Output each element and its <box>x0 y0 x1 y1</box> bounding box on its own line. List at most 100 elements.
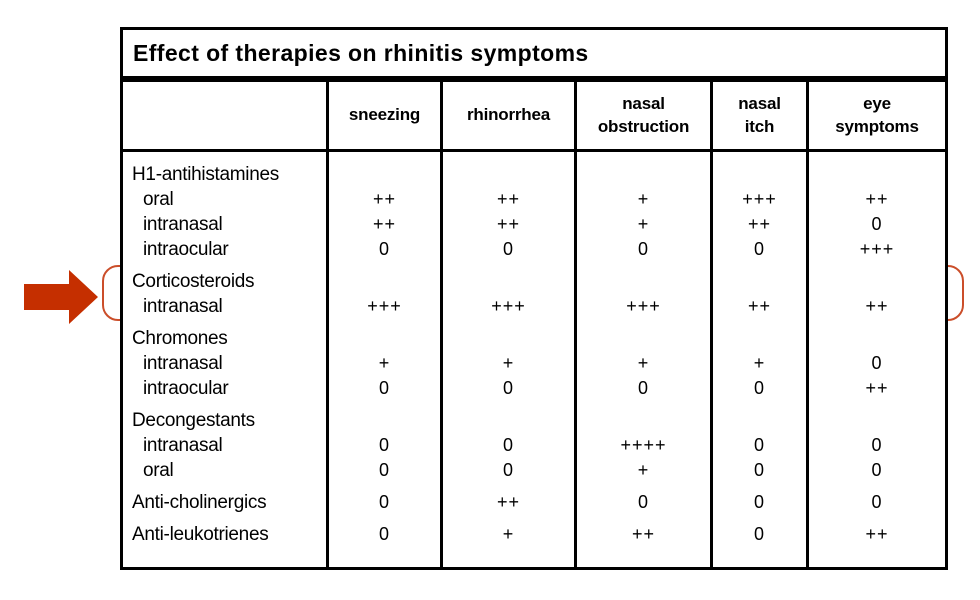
rating-cell <box>713 408 806 433</box>
therapy-route-label: intranasal <box>143 352 223 374</box>
rating-cell <box>443 408 574 433</box>
rating-cell: ++ <box>865 378 889 398</box>
rating-cell: 0 <box>378 435 390 455</box>
table-body: H1-antihistamines oral intranasal intraocul… <box>123 152 945 570</box>
rating-cell: 0 <box>502 378 514 398</box>
rating-cell <box>443 326 574 351</box>
therapy-group-label: H1-antihistamines <box>132 163 279 185</box>
rating-cell: + <box>637 189 650 209</box>
rating-cell: ++ <box>631 524 656 544</box>
rating-cell: 0 <box>871 353 883 373</box>
rating-cell <box>329 326 440 351</box>
rating-column: + +0 +++ +0 ++++ +0 ++ <box>574 152 710 570</box>
pointer-arrow-icon <box>24 270 98 324</box>
rating-cell: 0 <box>378 378 390 398</box>
rating-cell: 0 <box>753 378 765 398</box>
rating-cell: ++ <box>747 296 772 316</box>
rating-cell <box>809 269 945 294</box>
therapy-route-label: oral <box>143 459 174 481</box>
rating-cell: +++ <box>367 296 402 316</box>
rating-cell <box>577 269 710 294</box>
rating-column: +++ ++ 0 ++ +0 0 0 0 0 <box>710 152 806 570</box>
rating-cell: 0 <box>637 378 649 398</box>
rating-cell: ++ <box>747 214 772 234</box>
therapy-route-label: intranasal <box>143 295 223 317</box>
rating-cell: +++ <box>491 296 526 316</box>
rating-cell: +++ <box>742 189 777 209</box>
rating-cell <box>443 269 574 294</box>
rating-cell: + <box>637 460 650 480</box>
rating-cell: ++ <box>496 214 521 234</box>
rating-cell: 0 <box>753 492 765 512</box>
rating-cell: +++ <box>859 239 895 259</box>
rating-cell: 0 <box>637 239 649 259</box>
therapy-route-label: intranasal <box>143 434 223 456</box>
therapy-group-label: Chromones <box>132 327 228 349</box>
rating-column: ++ 0 +++ ++ 0 ++ 0 0 0 ++ <box>806 152 945 570</box>
therapy-route-label: intranasal <box>143 213 223 235</box>
rating-cell: ++ <box>372 189 397 209</box>
rating-cell: +++ <box>626 296 661 316</box>
rating-cell: 0 <box>637 492 649 512</box>
rating-column: ++ ++ 0 +++ +0 0 0 ++ + <box>440 152 574 570</box>
rating-cell <box>443 162 574 187</box>
therapy-route-label: intraocular <box>143 377 229 399</box>
rating-cell: + <box>753 353 766 373</box>
rating-cell: 0 <box>753 524 765 544</box>
rating-cell: ++ <box>865 524 889 544</box>
header-rhinorrhea: rhinorrhea <box>440 82 574 149</box>
rating-cell: 0 <box>378 492 390 512</box>
therapy-effects-table: Effect of therapies on rhinitis symptoms… <box>120 27 948 570</box>
rating-cell <box>577 408 710 433</box>
rating-cell <box>809 326 945 351</box>
rating-cell: ++ <box>496 189 521 209</box>
rating-cell <box>713 326 806 351</box>
header-nasal-itch: nasal itch <box>710 82 806 149</box>
rating-cell: ++ <box>865 296 889 316</box>
rating-cell: 0 <box>378 460 390 480</box>
rating-column: ++ ++ 0 +++ +0 0 0 0 0 <box>326 152 440 570</box>
rating-cell: 0 <box>378 239 390 259</box>
rating-cell: 0 <box>871 214 883 234</box>
rating-cell <box>809 408 945 433</box>
rating-cell: 0 <box>753 239 765 259</box>
header-eye-symptoms: eye symptoms <box>806 82 945 149</box>
rating-cell: 0 <box>871 492 883 512</box>
rating-cell: 0 <box>502 435 514 455</box>
therapy-route-label: intraocular <box>143 238 229 260</box>
header-nasal-obstruction: nasal obstruction <box>574 82 710 149</box>
therapy-group-label: Anti-cholinergics <box>132 491 267 513</box>
rating-cell: 0 <box>502 239 514 259</box>
rating-cell: + <box>502 524 515 544</box>
rating-cell <box>713 162 806 187</box>
therapy-column: H1-antihistamines oral intranasal intraocul… <box>123 152 326 570</box>
rating-cell: + <box>502 353 515 373</box>
rating-cell: + <box>637 353 650 373</box>
rating-cell <box>577 326 710 351</box>
rating-cell: + <box>637 214 650 234</box>
therapy-group-label: Anti-leukotrienes <box>132 523 269 545</box>
table-header: sneezing rhinorrhea nasal obstruction na… <box>123 82 945 152</box>
therapy-route-label: oral <box>143 188 174 210</box>
rating-cell <box>577 162 710 187</box>
rating-cell: 0 <box>753 435 765 455</box>
rating-cell: 0 <box>502 460 514 480</box>
rating-cell: ++ <box>372 214 397 234</box>
rating-cell <box>713 269 806 294</box>
table-title: Effect of therapies on rhinitis symptoms <box>123 30 945 82</box>
rating-cell <box>329 162 440 187</box>
rating-cell <box>809 162 945 187</box>
rating-cell: 0 <box>378 524 390 544</box>
rating-cell: ++ <box>496 492 521 512</box>
arrow-shape <box>24 270 98 324</box>
rating-cell: 0 <box>753 460 765 480</box>
therapy-group-label: Decongestants <box>132 409 255 431</box>
rating-cell: 0 <box>871 460 883 480</box>
therapy-group-label: Corticosteroids <box>132 270 255 292</box>
rating-cell <box>329 269 440 294</box>
rating-cell <box>329 408 440 433</box>
rating-cell: + <box>378 353 391 373</box>
rating-cell: ++++ <box>620 435 667 455</box>
header-sneezing: sneezing <box>326 82 440 149</box>
